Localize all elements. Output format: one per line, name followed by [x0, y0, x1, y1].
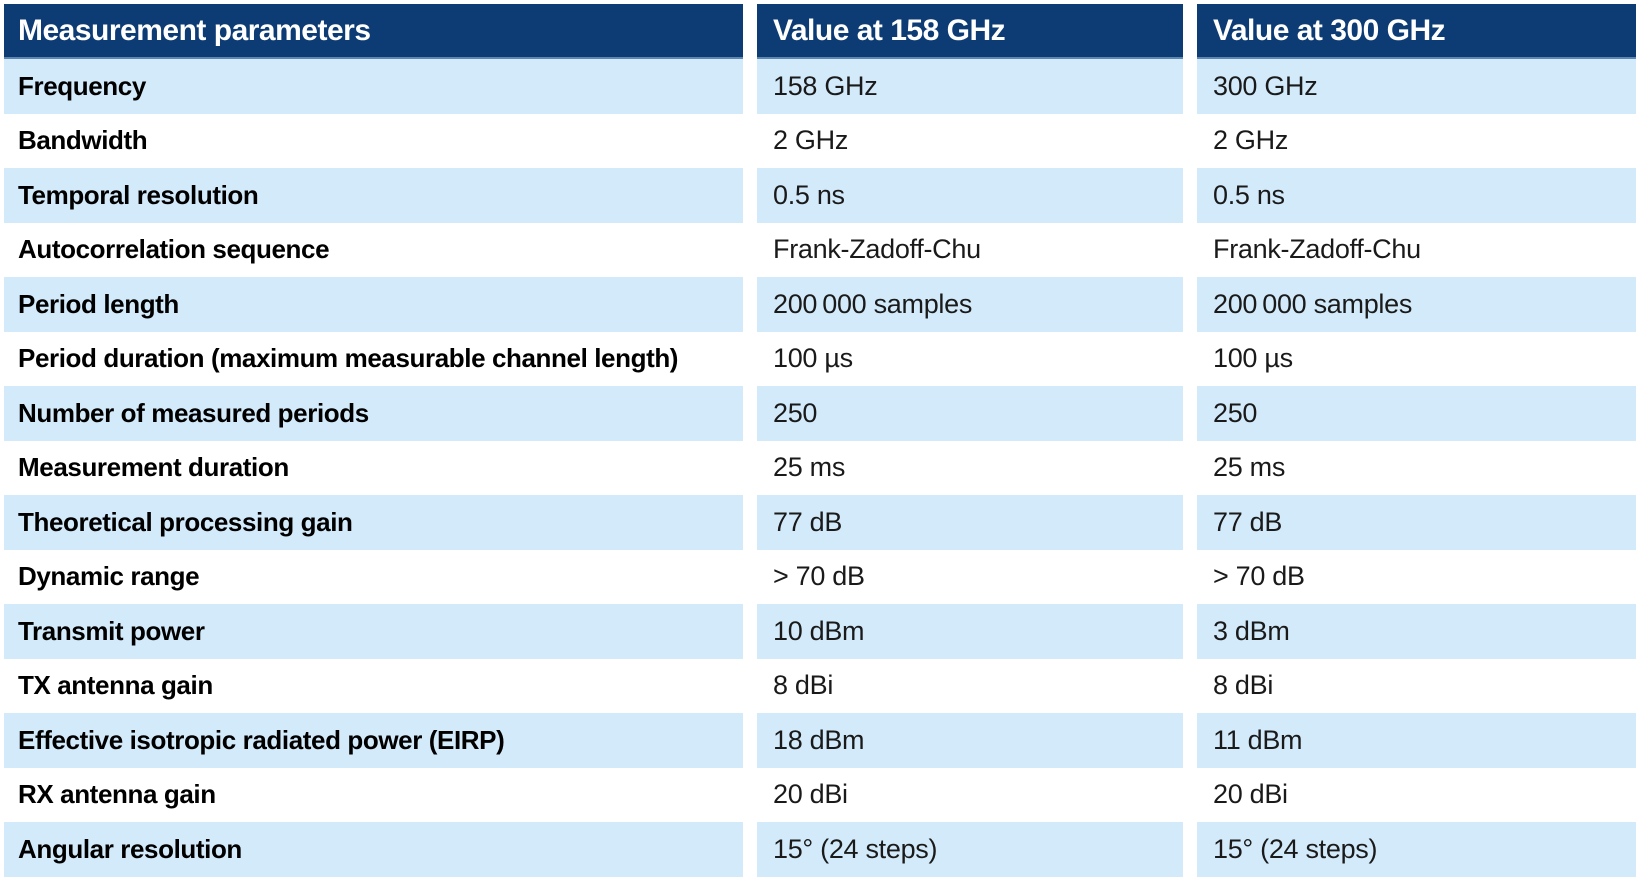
- value-158: 77 dB: [757, 495, 1183, 550]
- column-gap: [743, 713, 757, 768]
- value-158: 250: [757, 386, 1183, 441]
- value-300: 25 ms: [1197, 440, 1636, 495]
- table-row-number-of-measured-periods: Number of measured periods 250 250: [4, 386, 1636, 441]
- param-label: Measurement duration: [4, 440, 743, 495]
- value-158: 15° (24 steps): [757, 822, 1183, 877]
- table-body: Frequency 158 GHz 300 GHz Bandwidth 2 GH…: [4, 59, 1636, 877]
- table-row-period-length: Period length 200 000 samples 200 000 sa…: [4, 277, 1636, 332]
- param-label: Temporal resolution: [4, 168, 743, 223]
- column-gap: [1183, 386, 1197, 441]
- column-gap: [1183, 822, 1197, 877]
- param-label: Frequency: [4, 59, 743, 114]
- value-300: 200 000 samples: [1197, 277, 1636, 332]
- table-row-tx-antenna-gain: TX antenna gain 8 dBi 8 dBi: [4, 658, 1636, 713]
- table-row-dynamic-range: Dynamic range > 70 dB > 70 dB: [4, 549, 1636, 604]
- column-gap: [743, 767, 757, 822]
- table-row-theoretical-processing-gain: Theoretical processing gain 77 dB 77 dB: [4, 495, 1636, 550]
- column-gap: [743, 604, 757, 659]
- param-label: RX antenna gain: [4, 767, 743, 822]
- measurement-parameters-table: Measurement parameters Value at 158 GHz …: [4, 4, 1636, 877]
- column-gap: [1183, 495, 1197, 550]
- column-gap: [743, 222, 757, 277]
- table-row-angular-resolution: Angular resolution 15° (24 steps) 15° (2…: [4, 822, 1636, 877]
- value-300: 0.5 ns: [1197, 168, 1636, 223]
- column-gap: [1183, 713, 1197, 768]
- value-300: 11 dBm: [1197, 713, 1636, 768]
- table-row-temporal-resolution: Temporal resolution 0.5 ns 0.5 ns: [4, 168, 1636, 223]
- value-300: 8 dBi: [1197, 658, 1636, 713]
- value-158: 2 GHz: [757, 113, 1183, 168]
- table-row-measurement-duration: Measurement duration 25 ms 25 ms: [4, 440, 1636, 495]
- column-gap: [1183, 658, 1197, 713]
- param-label: Autocorrelation sequence: [4, 222, 743, 277]
- column-gap: [743, 386, 757, 441]
- param-label: Period duration (maximum measurable chan…: [4, 331, 743, 386]
- column-gap: [743, 658, 757, 713]
- param-label: Theoretical processing gain: [4, 495, 743, 550]
- value-300: 250: [1197, 386, 1636, 441]
- param-label: Bandwidth: [4, 113, 743, 168]
- column-gap: [1183, 549, 1197, 604]
- value-158: 200 000 samples: [757, 277, 1183, 332]
- column-gap: [743, 822, 757, 877]
- column-header-300ghz: Value at 300 GHz: [1197, 4, 1636, 59]
- column-gap: [743, 277, 757, 332]
- column-gap: [1183, 767, 1197, 822]
- table-row-frequency: Frequency 158 GHz 300 GHz: [4, 59, 1636, 114]
- column-gap: [1183, 59, 1197, 114]
- table-row-period-duration: Period duration (maximum measurable chan…: [4, 331, 1636, 386]
- column-gap: [1183, 331, 1197, 386]
- column-gap: [743, 4, 757, 59]
- param-label: Period length: [4, 277, 743, 332]
- value-300: 77 dB: [1197, 495, 1636, 550]
- table-row-transmit-power: Transmit power 10 dBm 3 dBm: [4, 604, 1636, 659]
- value-300: 100 µs: [1197, 331, 1636, 386]
- param-label: Angular resolution: [4, 822, 743, 877]
- column-header-158ghz: Value at 158 GHz: [757, 4, 1183, 59]
- column-gap: [1183, 113, 1197, 168]
- column-gap: [743, 495, 757, 550]
- value-158: > 70 dB: [757, 549, 1183, 604]
- column-gap: [1183, 4, 1197, 59]
- value-158: 8 dBi: [757, 658, 1183, 713]
- column-header-parameters: Measurement parameters: [4, 4, 743, 59]
- value-158: 18 dBm: [757, 713, 1183, 768]
- param-label: Number of measured periods: [4, 386, 743, 441]
- table-header-row: Measurement parameters Value at 158 GHz …: [4, 4, 1636, 59]
- value-158: 158 GHz: [757, 59, 1183, 114]
- param-label: TX antenna gain: [4, 658, 743, 713]
- column-gap: [743, 113, 757, 168]
- value-158: 10 dBm: [757, 604, 1183, 659]
- value-158: 100 µs: [757, 331, 1183, 386]
- column-gap: [743, 59, 757, 114]
- column-gap: [743, 549, 757, 604]
- value-300: 20 dBi: [1197, 767, 1636, 822]
- value-300: 300 GHz: [1197, 59, 1636, 114]
- value-158: 0.5 ns: [757, 168, 1183, 223]
- column-gap: [743, 168, 757, 223]
- value-300: Frank-Zadoff-Chu: [1197, 222, 1636, 277]
- column-gap: [1183, 440, 1197, 495]
- value-300: 15° (24 steps): [1197, 822, 1636, 877]
- value-300: 2 GHz: [1197, 113, 1636, 168]
- table-row-bandwidth: Bandwidth 2 GHz 2 GHz: [4, 113, 1636, 168]
- column-gap: [1183, 222, 1197, 277]
- value-158: 20 dBi: [757, 767, 1183, 822]
- column-gap: [1183, 604, 1197, 659]
- value-300: 3 dBm: [1197, 604, 1636, 659]
- column-gap: [743, 440, 757, 495]
- param-label: Transmit power: [4, 604, 743, 659]
- column-gap: [743, 331, 757, 386]
- table-row-autocorrelation-sequence: Autocorrelation sequence Frank-Zadoff-Ch…: [4, 222, 1636, 277]
- param-label: Effective isotropic radiated power (EIRP…: [4, 713, 743, 768]
- table-row-rx-antenna-gain: RX antenna gain 20 dBi 20 dBi: [4, 767, 1636, 822]
- column-gap: [1183, 277, 1197, 332]
- table-row-eirp: Effective isotropic radiated power (EIRP…: [4, 713, 1636, 768]
- value-158: 25 ms: [757, 440, 1183, 495]
- param-label: Dynamic range: [4, 549, 743, 604]
- value-158: Frank-Zadoff-Chu: [757, 222, 1183, 277]
- value-300: > 70 dB: [1197, 549, 1636, 604]
- column-gap: [1183, 168, 1197, 223]
